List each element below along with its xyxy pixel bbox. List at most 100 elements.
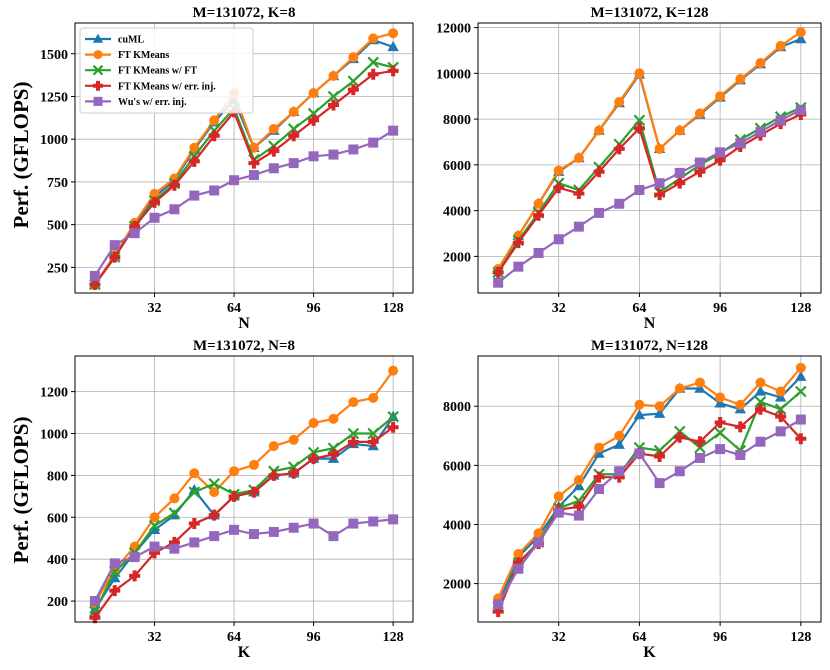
y-axis-label-bottom: Perf. (GFLOPS) [9,417,33,564]
data-point-circle [654,401,665,412]
data-point-circle [594,125,605,136]
data-point-plus [593,166,605,178]
data-point-circle [268,441,279,452]
y-tick-label: 800 [47,469,68,484]
data-point-square [795,104,806,115]
data-point-square [674,167,685,178]
data-point-square [89,270,100,281]
data-point-plus [573,187,585,199]
data-point-circle [694,377,705,388]
data-point-circle [169,493,180,504]
legend-label: cuML [118,35,144,46]
data-point-circle [634,399,645,410]
series-line-plus [93,426,394,619]
data-point-square [755,126,766,137]
x-tick-label: 128 [383,301,404,316]
legend-marker-triangle [92,33,104,43]
y-tick-label: 1000 [40,133,68,148]
data-point-triangle [613,438,625,449]
data-point-square [368,137,379,148]
data-point-square [735,450,746,461]
data-point-plus [775,411,787,423]
y-tick-label: 6000 [443,159,471,174]
data-point-circle [248,459,259,470]
chart-panel-1: 250 500 750 1000 1250 1500 32 64 96 128 M=131072, … [40,5,414,332]
data-point-triangle [754,385,767,396]
data-point-square [109,240,120,251]
data-point-circle [308,88,319,99]
data-point-square [674,466,685,477]
data-point-plus [674,177,686,189]
data-point-triangle [148,523,161,535]
data-point-x [367,56,380,69]
data-point-square [513,563,524,574]
data-point-square [169,204,180,215]
data-point-x [347,75,360,87]
y-tick-label: 2000 [443,578,471,593]
data-point-square [573,510,584,521]
y-tick-label: 8000 [443,400,471,415]
x-tick-label: 96 [307,630,321,645]
x-tick-label: 32 [552,301,566,316]
data-point-plus [387,421,399,433]
legend-label: FT KMeans w/ err. inj. [118,81,216,92]
y-tick-label: 400 [47,553,68,568]
y-tick-label: 1250 [40,90,68,105]
data-point-circle [149,188,160,199]
y-tick-label: 6000 [443,459,471,474]
data-point-plus [288,130,300,142]
x-tick-label: 96 [713,630,727,645]
y-tick-label: 1500 [40,48,68,63]
y-tick-label: 750 [47,176,68,191]
chart-title: M=131072, N=128 [591,338,708,354]
y-tick-label: 600 [47,511,68,526]
data-point-circle [209,487,220,498]
data-point-x [327,90,340,103]
y-tick-label: 200 [47,595,68,610]
data-point-circle [368,33,379,44]
data-point-plus [367,68,379,80]
data-point-circle [594,442,605,453]
y-tick-label: 12000 [436,22,471,37]
series-line-triangle [497,375,802,605]
legend-marker-x [92,64,104,76]
y-tick-label: 10000 [436,67,471,82]
data-point-square [795,414,806,425]
data-point-square [614,466,625,477]
data-point-square [755,436,766,447]
legend-label: FT KMeans w/ FT [118,66,197,77]
x-tick-label: 32 [552,630,566,645]
data-point-square [109,558,120,569]
data-point-circle [388,365,399,376]
data-point-square [229,175,240,186]
chart-title: M=131072, K=8 [193,5,296,21]
data-point-x [347,427,360,440]
data-point-plus [633,122,645,134]
data-point-circle [715,392,726,403]
data-point-plus [795,433,807,445]
data-point-square [614,198,625,209]
plot-frame [477,355,822,623]
data-point-circle [735,74,746,85]
data-point-x [774,403,787,415]
x-axis-label: K [238,644,251,661]
data-point-plus [109,585,121,597]
y-tick-label: 1000 [40,427,68,442]
x-axis-label: K [643,644,656,661]
series-line-square [497,418,802,605]
series-line-x [497,106,802,273]
data-point-plus [694,436,706,448]
data-point-plus [714,417,726,428]
data-point-square [209,531,220,542]
data-point-plus [367,436,379,448]
data-point-plus [327,448,339,460]
series-line-circle [93,32,394,286]
data-point-circle [513,549,524,560]
data-point-circle [308,418,319,429]
data-point-circle [614,96,625,107]
data-point-plus [674,431,686,443]
data-point-square [553,234,564,245]
data-point-circle [288,106,299,117]
plot-frame [477,22,822,294]
data-point-circle [694,108,705,119]
